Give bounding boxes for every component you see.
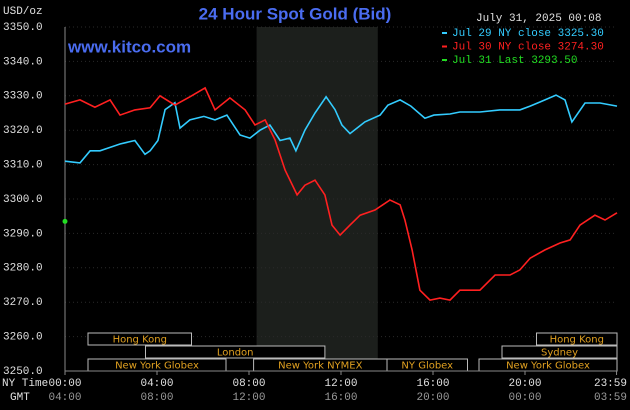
y-tick-label: 3320.0 (3, 125, 43, 137)
x-tick-label: 20:00 (508, 378, 541, 390)
session-box (145, 345, 326, 359)
last-point (62, 218, 68, 224)
session-label: Hong Kong (113, 335, 167, 346)
x-tick-label: 08:00 (232, 378, 265, 390)
session-label: New York NYMEX (278, 361, 363, 372)
x-tick-label-gmt: 08:00 (140, 392, 173, 404)
session-box (501, 345, 618, 359)
y-tick-label: 3260.0 (3, 332, 43, 344)
series-line (64, 86, 618, 301)
y-tick-label: 3250.0 (3, 366, 43, 378)
session-label: Sydney (541, 348, 578, 359)
y-tick-label: 3300.0 (3, 194, 43, 206)
session-label: NY Globex (401, 361, 453, 372)
legend-label: Jul 30 NY close 3274.30 (452, 41, 604, 53)
y-tick-label: 3350.0 (3, 22, 43, 34)
session-box (87, 332, 192, 346)
series-line (64, 94, 618, 164)
y-tick-label: 3340.0 (3, 56, 43, 68)
x-tick-label: 12:00 (324, 378, 357, 390)
chart-title: 24 Hour Spot Gold (Bid) (199, 4, 392, 23)
x-tick-label: 16:00 (416, 378, 449, 390)
y-unit: USD/oz (3, 6, 43, 18)
x-tick-label-gmt: 04:00 (48, 392, 81, 404)
x-row-name: GMT (10, 392, 30, 404)
y-tick-label: 3280.0 (3, 263, 43, 275)
y-tick-label: 3310.0 (3, 160, 43, 172)
x-tick-label-gmt: 16:00 (324, 392, 357, 404)
x-tick-label-gmt: 00:00 (508, 392, 541, 404)
session-box (536, 332, 618, 346)
legend-label: Jul 31 Last 3293.50 (452, 55, 577, 67)
session-label: London (217, 348, 254, 359)
x-tick-label: 23:59 (594, 378, 627, 390)
x-tick-label-gmt: 12:00 (232, 392, 265, 404)
x-tick-label: 04:00 (140, 378, 173, 390)
x-tick-label-gmt: 20:00 (416, 392, 449, 404)
timestamp: July 31, 2025 00:08 (476, 13, 601, 25)
y-tick-label: 3270.0 (3, 297, 43, 309)
session-label: New York Globex (115, 361, 199, 372)
session-label: New York Globex (506, 361, 590, 372)
x-tick-label-gmt: 03:59 (594, 392, 627, 404)
subtitle: www.kitco.com (67, 37, 191, 56)
session-label: Hong Kong (550, 335, 604, 346)
x-row-name: NY Time (2, 378, 48, 390)
y-tick-label: 3330.0 (3, 91, 43, 103)
y-tick-label: 3290.0 (3, 228, 43, 240)
legend-label: Jul 29 NY close 3325.30 (452, 28, 604, 40)
x-tick-label: 00:00 (48, 378, 81, 390)
